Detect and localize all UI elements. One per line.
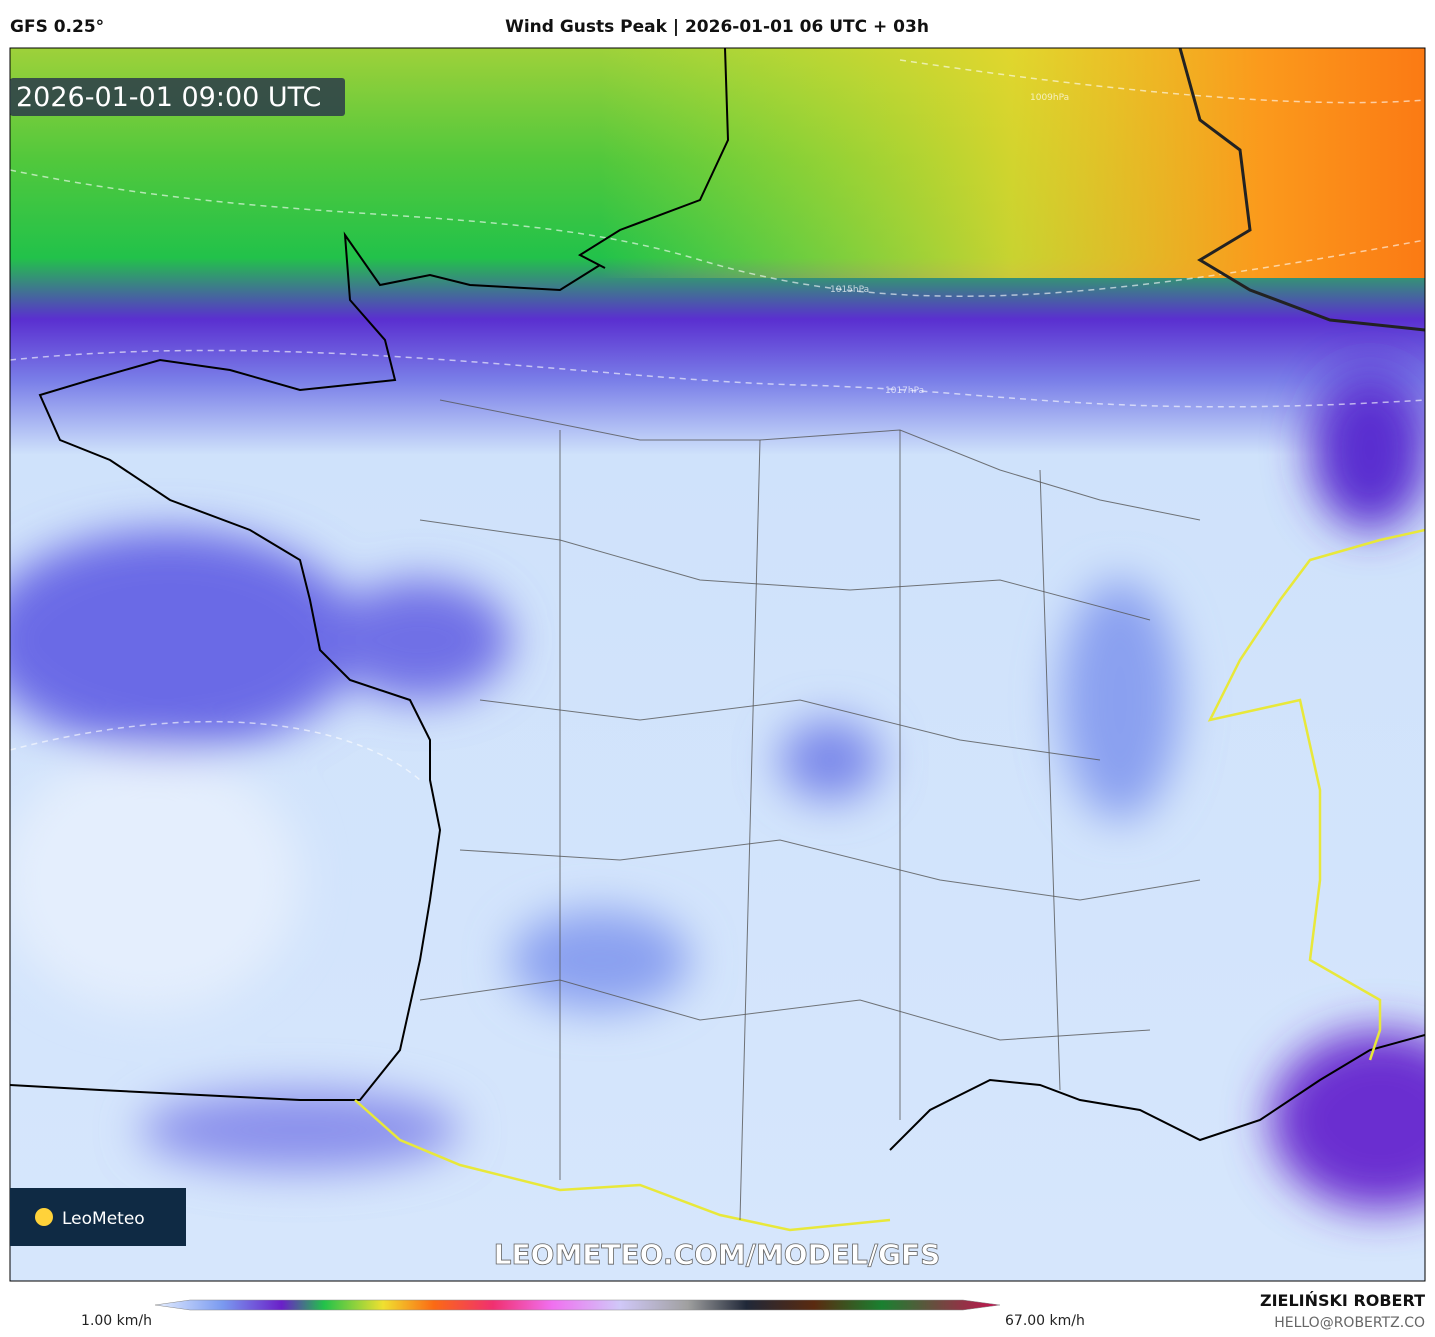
logo-text: LeoMeteo bbox=[62, 1209, 145, 1229]
strong-gust-area bbox=[600, 48, 1425, 278]
logo-sun bbox=[35, 1208, 53, 1226]
map-frame bbox=[9, 47, 1426, 1282]
colorbar bbox=[154, 1299, 1001, 1311]
alps-pyrenees-border bbox=[354, 528, 1425, 1232]
watermark: LEOMETEO.COM/MODEL/GFS bbox=[494, 1238, 941, 1271]
borders bbox=[1178, 48, 1425, 332]
isobars bbox=[10, 59, 1425, 781]
colorbar-min-label: 1.00 km/h bbox=[81, 1313, 152, 1329]
colorbar-ramp bbox=[154, 1299, 1001, 1311]
colorbar-max-label: 67.00 km/h bbox=[1005, 1313, 1085, 1329]
email: HELLO@ROBERTZ.CO bbox=[1274, 1315, 1425, 1331]
author: ZIELIŃSKI ROBERT bbox=[1260, 1291, 1425, 1310]
model-label: GFS 0.25° bbox=[10, 17, 104, 37]
isobar-label: 1017hPa bbox=[885, 386, 924, 396]
isobar-label: 1015hPa bbox=[830, 285, 869, 295]
timestamp: 2026-01-01 09:00 UTC bbox=[16, 82, 321, 113]
map: 1009hPa 1015hPa 1017hPa LEOMETEO.COM/MOD… bbox=[10, 48, 1425, 1281]
regions bbox=[419, 399, 1201, 1221]
gust-patches bbox=[10, 370, 1425, 1210]
isobar-label: 1009hPa bbox=[1030, 93, 1069, 103]
coastline bbox=[10, 48, 1425, 1151]
timestamp-box bbox=[10, 78, 345, 116]
map-title: Wind Gusts Peak | 2026-01-01 06 UTC + 03… bbox=[505, 17, 929, 37]
